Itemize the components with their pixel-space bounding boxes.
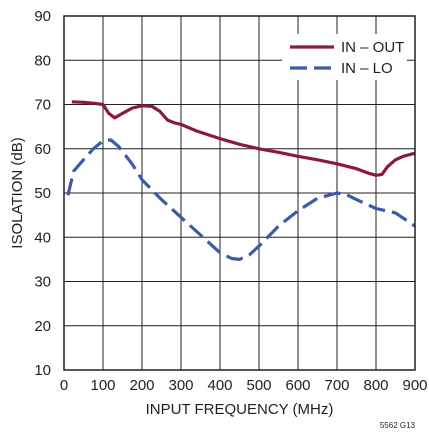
x-tick-labels: 0 100 200 300 400 500 600 700 800 900 <box>60 377 428 394</box>
y-tick-label: 10 <box>34 362 51 379</box>
y-tick-label: 90 <box>34 8 51 25</box>
legend-label-1: IN – OUT <box>341 39 404 56</box>
x-tick-label: 300 <box>168 377 193 394</box>
y-tick-labels: 10 20 30 40 50 60 70 80 90 <box>34 8 51 379</box>
x-tick-label: 400 <box>207 377 232 394</box>
series-line-2 <box>66 138 416 261</box>
y-tick-label: 30 <box>34 274 51 291</box>
y-tick-label: 40 <box>34 229 51 246</box>
series-layer <box>66 100 416 261</box>
x-tick-label: 800 <box>363 377 388 394</box>
series-line-1 <box>71 100 416 177</box>
legend: IN – OUT IN – LO <box>282 34 407 80</box>
y-tick-label: 60 <box>34 141 51 158</box>
x-axis-label: INPUT FREQUENCY (MHz) <box>146 401 334 418</box>
x-tick-label: 100 <box>90 377 115 394</box>
y-tick-label: 20 <box>34 318 51 335</box>
x-tick-label: 700 <box>324 377 349 394</box>
x-tick-label: 500 <box>246 377 271 394</box>
x-tick-label: 600 <box>285 377 310 394</box>
x-tick-label: 0 <box>60 377 68 394</box>
plot-frame <box>63 15 416 371</box>
legend-background <box>282 34 407 80</box>
x-tick-label: 200 <box>129 377 154 394</box>
y-axis-label: ISOLATION (dB) <box>9 137 26 248</box>
y-tick-label: 80 <box>34 52 51 69</box>
figure-id: 5562 G13 <box>380 421 416 430</box>
y-tick-label: 70 <box>34 97 51 114</box>
legend-label-2: IN – LO <box>341 60 393 77</box>
y-tick-label: 50 <box>34 185 51 202</box>
x-tick-label: 900 <box>402 377 427 394</box>
